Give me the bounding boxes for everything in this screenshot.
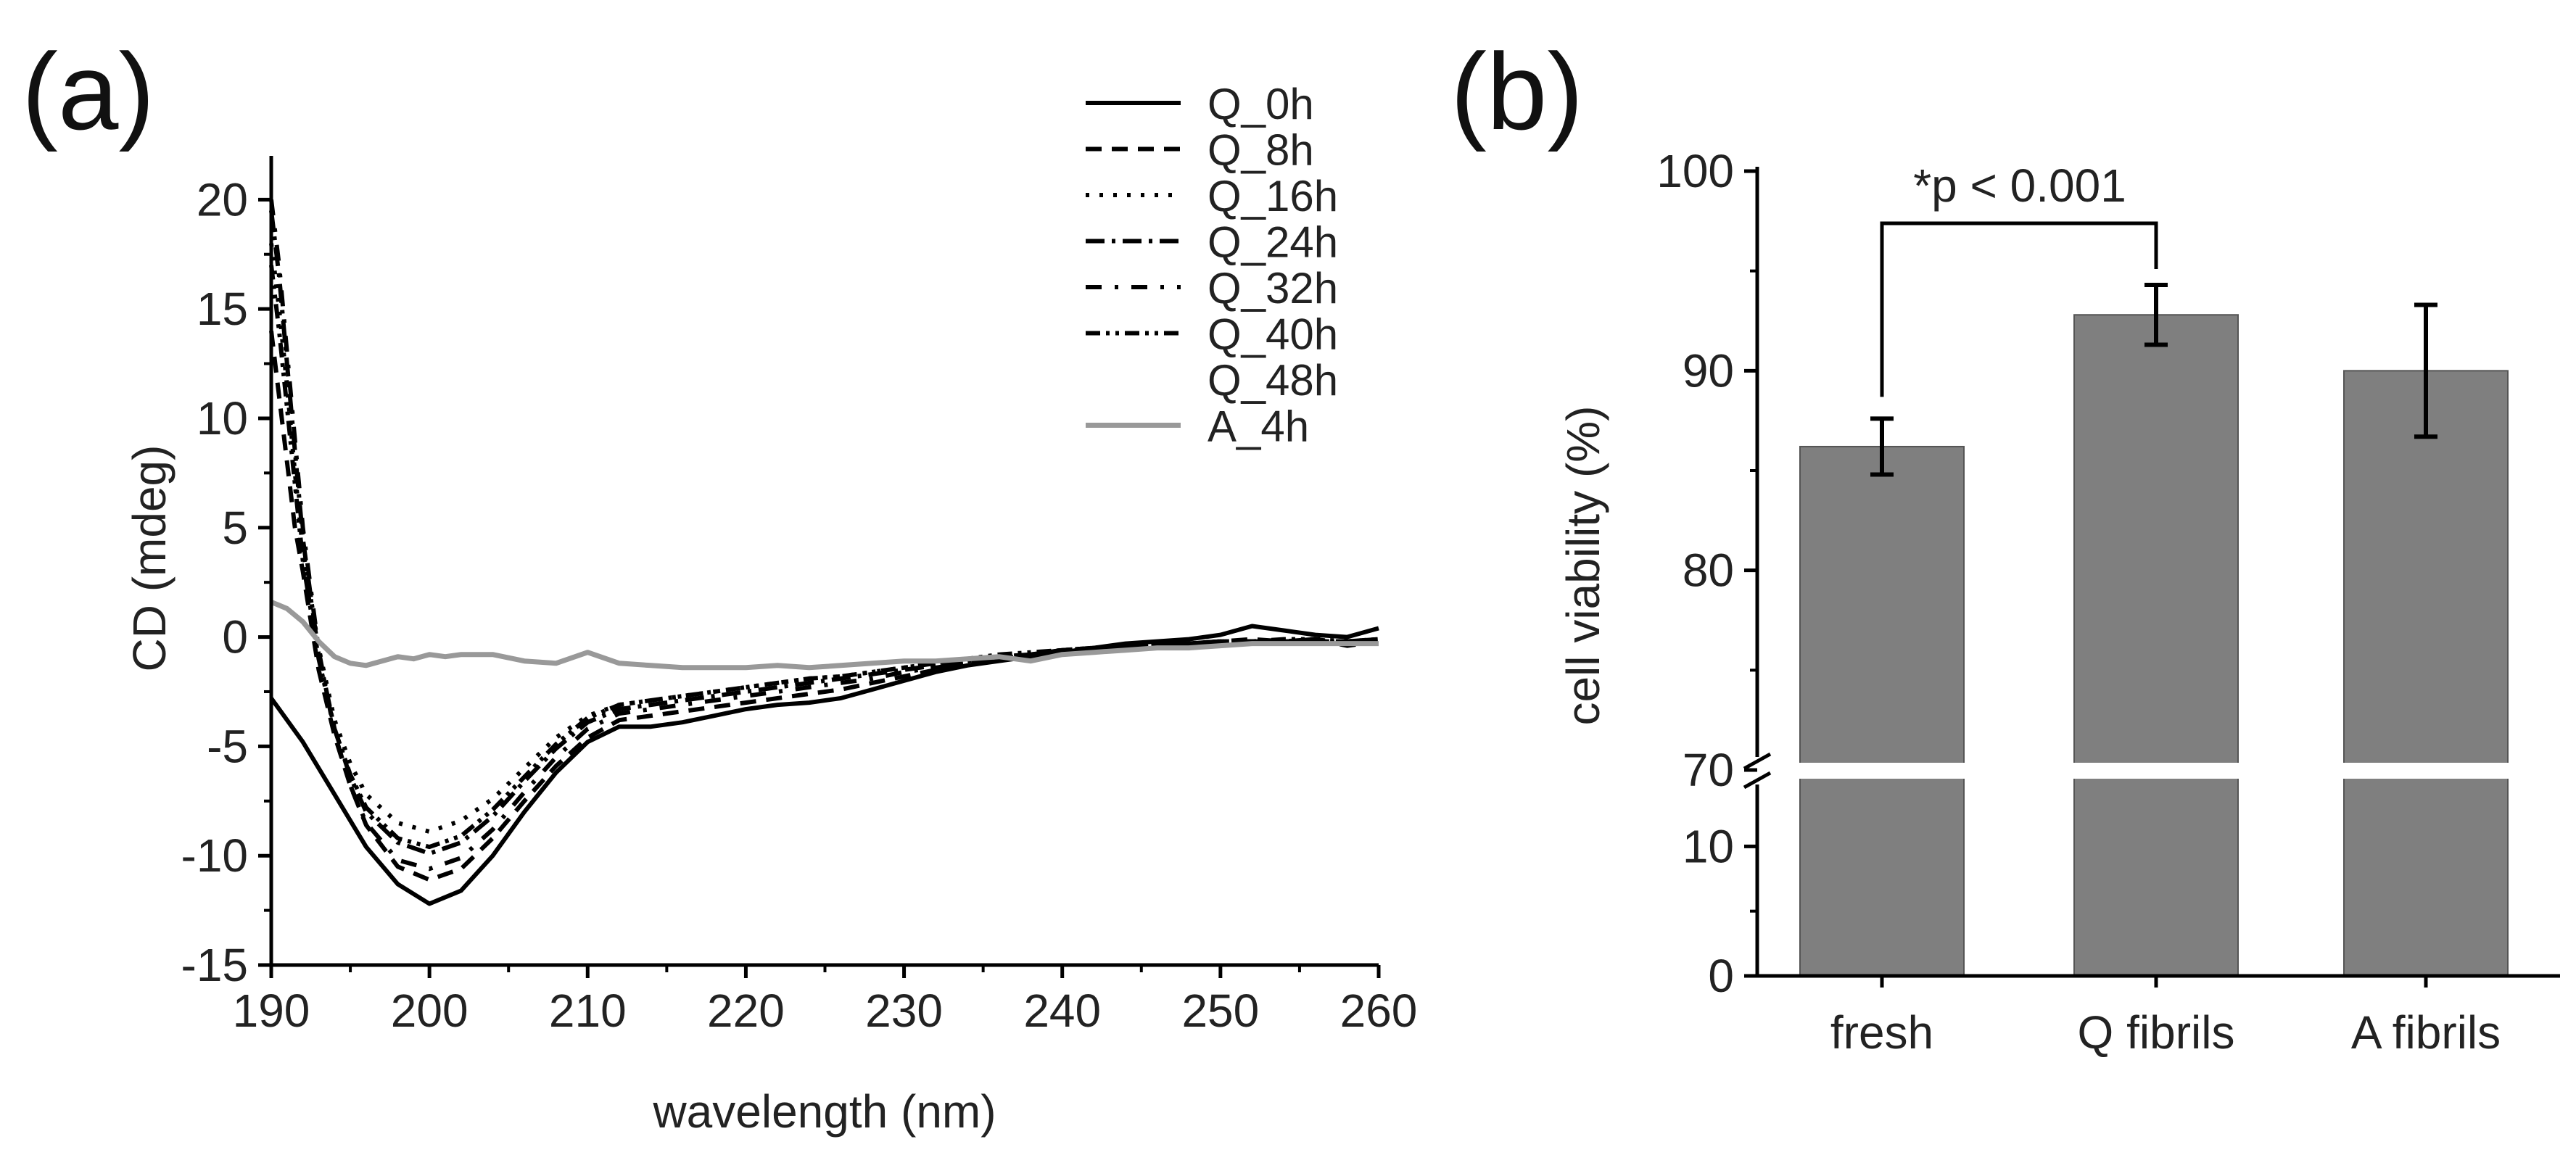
y-tick-label--5: -5	[207, 720, 248, 772]
bar-y-tick-label-80: 80	[1683, 545, 1734, 597]
axis-break-mark-bottom	[1743, 771, 1772, 790]
legend-label-q-24h: Q_24h	[1208, 218, 1338, 267]
bar-x-tick-label-a-fibrils: A fibrils	[2351, 1006, 2501, 1059]
y-ticks: -15 -10 -5 0 5 10 15 20	[181, 173, 271, 991]
bar-y-tick-label-100: 100	[1656, 145, 1734, 197]
panel-a: (a) 190 200 210 220 230 240 250 260 -15 -10 -5 0 5 1…	[22, 30, 1417, 1138]
y-tick-label--15: -15	[181, 939, 249, 991]
series-line-q-0h	[269, 624, 1379, 906]
legend-label-q-16h: Q_16h	[1208, 172, 1338, 220]
bar-y-axis-title: cell viability (%)	[1557, 406, 1609, 726]
y-tick-label-20: 20	[197, 173, 248, 225]
x-tick-label-210: 210	[549, 985, 627, 1037]
y-tick-label-15: 15	[197, 283, 248, 335]
error-bar-q-fibrils	[2144, 282, 2168, 347]
bar-q-fibrils	[2073, 314, 2239, 977]
y-axis-title: CD (mdeg)	[123, 445, 176, 672]
y-tick-label-0: 0	[222, 611, 248, 663]
bar-a-fibrils	[2343, 370, 2509, 977]
x-tick-label-260: 260	[1340, 985, 1418, 1037]
legend-label-a-4h: A_4h	[1208, 402, 1309, 451]
x-tick-label-240: 240	[1023, 985, 1101, 1037]
legend-label-q-0h: Q_0h	[1208, 80, 1314, 128]
bar-fresh	[1799, 445, 1965, 977]
legend-label-q-48h: Q_48h	[1208, 356, 1338, 405]
y-tick-label-10: 10	[197, 392, 248, 444]
x-tick-label-190: 190	[233, 985, 310, 1037]
bar-y-tick-label-10: 10	[1683, 820, 1734, 872]
series-line-q-40h	[269, 265, 1379, 850]
legend-label-q-32h: Q_32h	[1208, 264, 1338, 312]
significance-bracket	[1880, 221, 2158, 397]
error-bars	[1870, 282, 2437, 477]
series-line-a-4h	[270, 600, 1379, 671]
legend-label-q-8h: Q_8h	[1208, 126, 1314, 175]
bar-y-tick-label-90: 90	[1683, 344, 1734, 397]
y-tick-label--10: -10	[181, 829, 249, 882]
x-tick-label-200: 200	[391, 985, 468, 1037]
x-axis-title: wavelength (nm)	[652, 1085, 996, 1138]
x-tick-label-220: 220	[707, 985, 785, 1037]
x-tick-label-250: 250	[1181, 985, 1259, 1037]
legend-label-q-40h: Q_40h	[1208, 310, 1338, 359]
bar-y-tick-label-70: 70	[1683, 744, 1734, 796]
bar-y-tick-label-0: 0	[1708, 950, 1734, 1002]
viability-bars	[1799, 314, 2509, 977]
panel-a-label: (a)	[22, 30, 154, 152]
x-ticks: 190 200 210 220 230 240 250 260	[233, 965, 1418, 1037]
bar-x-tick-label-q-fibrils: Q fibrils	[2078, 1006, 2235, 1059]
axis-break-mark-top	[1743, 752, 1772, 771]
y-tick-label-5: 5	[222, 502, 248, 554]
significance-annotation: *p < 0.001	[1913, 160, 2126, 212]
panel-b: (b) 0 10 70 80 90 100 fresh Q fibrils A fibrils…	[1450, 30, 2560, 1059]
axis-break-gap	[1755, 763, 2560, 779]
bar-y-ticks: 0 10 70 80 90 100	[1656, 145, 1757, 1002]
error-bar-fresh	[1870, 416, 1894, 477]
bar-x-ticks: fresh Q fibrils A fibrils	[1830, 976, 2501, 1059]
error-bar-a-fibrils	[2414, 302, 2437, 439]
bar-x-tick-label-fresh: fresh	[1830, 1006, 1933, 1059]
cd-series-lines	[269, 199, 1379, 906]
x-tick-label-230: 230	[865, 985, 943, 1037]
panel-b-label: (b)	[1450, 30, 1583, 152]
